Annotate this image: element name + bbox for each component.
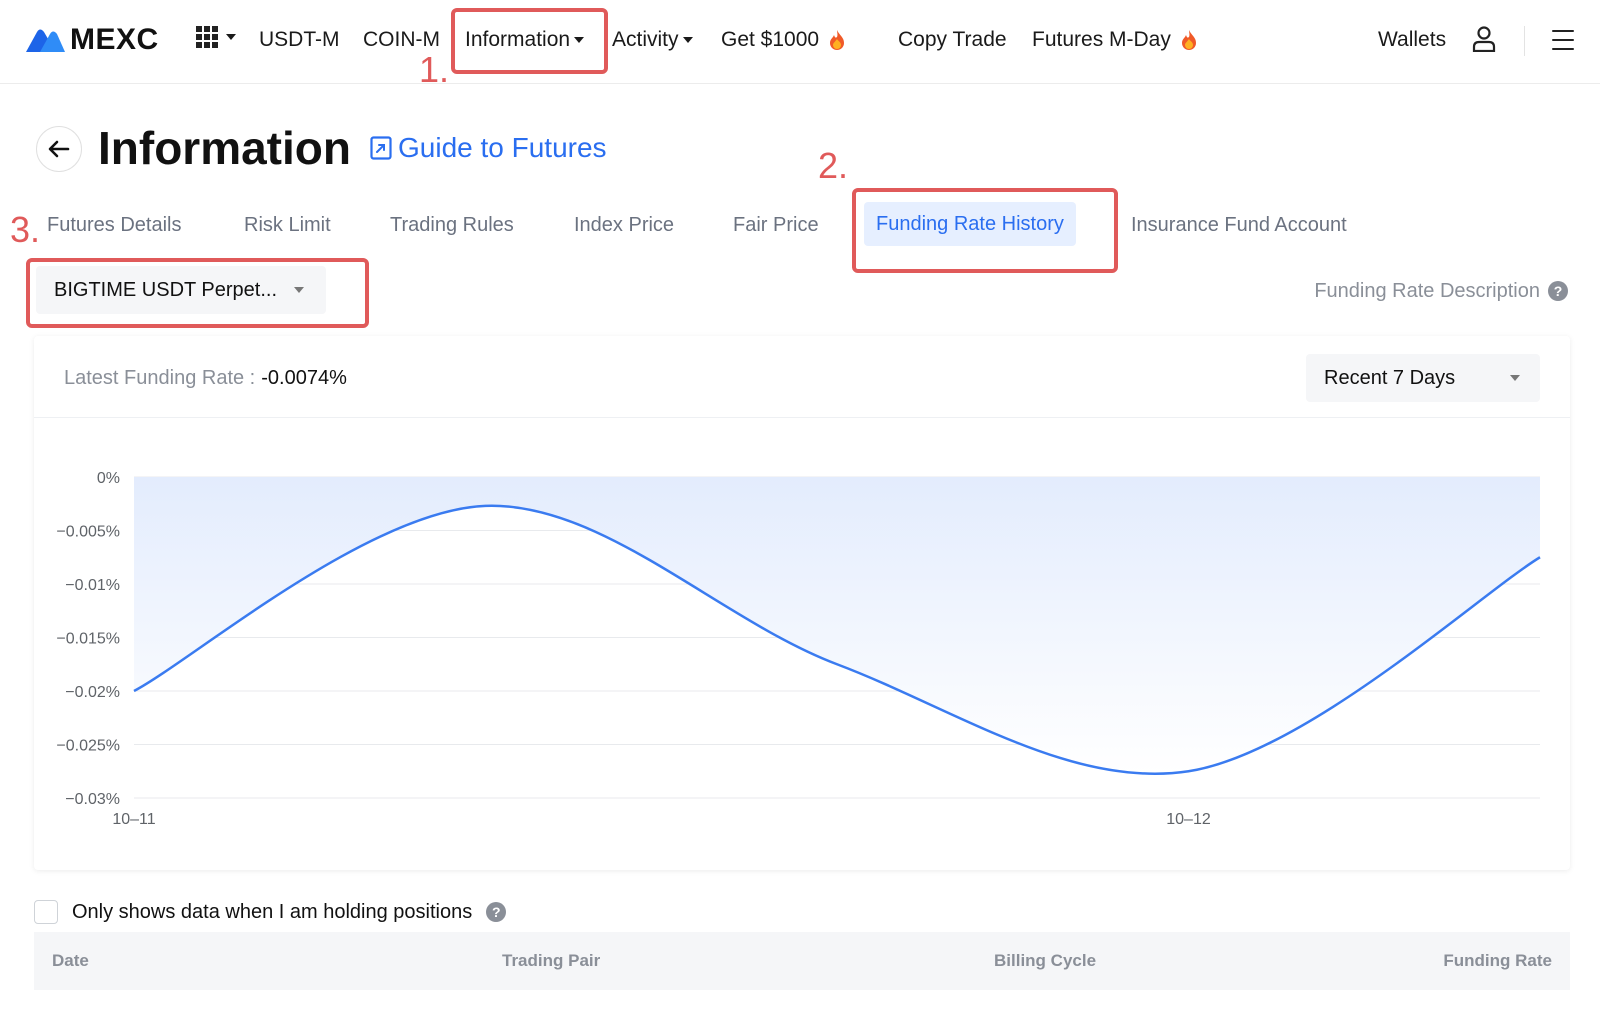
wallets-link[interactable]: Wallets [1378,28,1447,51]
y-tick-label: −0.025% [56,738,120,755]
apps-grid-button[interactable] [196,26,236,48]
chevron-down-icon [294,287,304,293]
column-header-trading-pair[interactable]: Trading Pair [502,951,601,970]
annotation-label-2: 2. [818,145,849,186]
y-tick-label: −0.02% [65,684,120,701]
apps-grid-icon [196,26,218,48]
arrow-left-icon [48,140,70,158]
guide-to-futures-link[interactable]: Guide to Futures [370,128,607,168]
fire-icon [830,30,845,50]
account-button[interactable] [1472,26,1496,57]
column-header-funding-rate[interactable]: Funding Rate [1443,951,1552,970]
column-header-date[interactable]: Date [52,951,89,970]
fire-icon [1181,30,1196,50]
chevron-down-icon [682,37,693,43]
question-icon[interactable]: ? [486,902,507,922]
time-range-select[interactable]: Recent 7 Days [1306,354,1540,402]
brand-name: MEXC [70,23,159,56]
nav-activity[interactable]: Activity [612,24,693,56]
tab-futures-details[interactable]: Futures Details [47,214,182,236]
y-tick-label: −0.015% [56,631,120,648]
chart-card-header: Latest Funding Rate : -0.0074% Recent 7 D… [34,336,1570,418]
latest-funding-rate-value: -0.0074% [261,367,347,389]
y-tick-label: 0% [97,470,120,487]
nav-divider [1524,26,1525,56]
series-area [134,477,1540,774]
contract-select[interactable]: BIGTIME USDT Perpet... [36,266,326,314]
series-line [133,504,1541,776]
latest-funding-rate-label: Latest Funding Rate : [64,367,256,389]
user-icon [1472,26,1496,53]
tab-funding-rate-history[interactable]: Funding Rate History [864,202,1076,246]
nav-information[interactable]: Information [465,24,585,56]
tab-trading-rules[interactable]: Trading Rules [390,214,514,236]
y-tick-label: −0.005% [56,524,120,541]
page-title: Information [98,122,351,174]
tab-risk-limit[interactable]: Risk Limit [244,214,331,236]
tab-insurance-fund-account[interactable]: Insurance Fund Account [1131,214,1347,236]
chevron-down-icon [574,37,585,43]
x-tick-label: 10–11 [112,811,155,828]
mexc-logo-icon [26,29,65,52]
time-range-value: Recent 7 Days [1324,366,1456,389]
holding-only-checkbox[interactable] [34,900,58,924]
annotation-label-1: 1. [419,49,450,90]
nav-get-1000[interactable]: Get $1000 [721,24,845,56]
nav-copy-trade[interactable]: Copy Trade [898,28,1007,51]
y-tick-label: −0.03% [65,791,120,808]
tab-fair-price[interactable]: Fair Price [733,214,819,236]
question-icon: ? [1548,281,1568,301]
nav-coin-m[interactable]: COIN-M [363,28,440,51]
brand-logo[interactable]: MEXC [24,23,159,56]
chevron-down-icon [1510,375,1520,381]
contract-select-value: BIGTIME USDT Perpet... [54,278,278,301]
chevron-down-icon [226,34,236,40]
y-tick-label: −0.01% [65,577,120,594]
funding-rate-description-link[interactable]: Funding Rate Description ? [1314,276,1568,306]
tab-index-price[interactable]: Index Price [574,214,675,236]
back-button[interactable] [36,126,82,172]
x-tick-label: 10–12 [1166,811,1211,828]
latest-funding-rate: Latest Funding Rate : -0.0074% [64,364,347,392]
guide-book-icon [370,136,392,160]
holding-filter: Only shows data when I am holding positi… [34,898,507,926]
annotation-label-3: 3. [10,209,41,250]
table-header: Date Trading Pair Billing Cycle Funding … [34,932,1570,990]
hamburger-menu-icon[interactable] [1552,30,1574,57]
column-header-billing-cycle[interactable]: Billing Cycle [994,951,1097,970]
holding-only-label: Only shows data when I am holding positi… [72,901,473,923]
top-navigation: MEXC USDT-M COIN-M Information Activity … [0,0,1600,84]
nav-futures-m-day[interactable]: Futures M-Day [1032,24,1197,56]
funding-chart-card: Latest Funding Rate : -0.0074% Recent 7 D… [34,336,1570,870]
nav-usdt-m[interactable]: USDT-M [259,28,340,51]
funding-rate-chart[interactable]: 0% −0.005% −0.01% −0.015% −0.02% −0.025% −0.03… [34,418,1570,858]
